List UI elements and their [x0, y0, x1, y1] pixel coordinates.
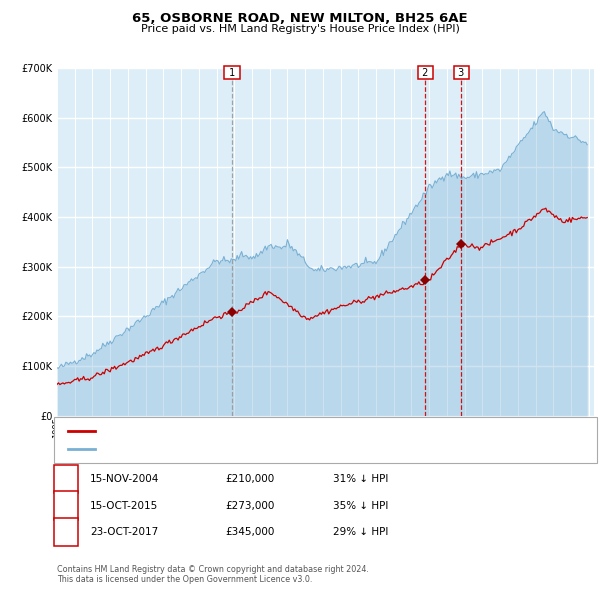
Text: 3: 3	[455, 68, 467, 78]
Text: 15-OCT-2015: 15-OCT-2015	[90, 501, 158, 510]
Text: Contains HM Land Registry data © Crown copyright and database right 2024.
This d: Contains HM Land Registry data © Crown c…	[57, 565, 369, 584]
Text: 1: 1	[62, 474, 70, 484]
Text: 35% ↓ HPI: 35% ↓ HPI	[333, 501, 388, 510]
Text: 3: 3	[62, 527, 70, 537]
Text: 2: 2	[62, 501, 70, 510]
Text: £210,000: £210,000	[225, 474, 274, 484]
Text: HPI: Average price, detached house, New Forest: HPI: Average price, detached house, New …	[101, 445, 329, 454]
Text: £273,000: £273,000	[225, 501, 274, 510]
Text: 31% ↓ HPI: 31% ↓ HPI	[333, 474, 388, 484]
Text: 2: 2	[419, 68, 431, 78]
Text: £345,000: £345,000	[225, 527, 274, 537]
Text: 29% ↓ HPI: 29% ↓ HPI	[333, 527, 388, 537]
Text: 23-OCT-2017: 23-OCT-2017	[90, 527, 158, 537]
Text: 15-NOV-2004: 15-NOV-2004	[90, 474, 160, 484]
Text: 1: 1	[226, 68, 238, 78]
Text: 65, OSBORNE ROAD, NEW MILTON, BH25 6AE (detached house): 65, OSBORNE ROAD, NEW MILTON, BH25 6AE (…	[101, 427, 401, 435]
Text: Price paid vs. HM Land Registry's House Price Index (HPI): Price paid vs. HM Land Registry's House …	[140, 24, 460, 34]
Text: 65, OSBORNE ROAD, NEW MILTON, BH25 6AE: 65, OSBORNE ROAD, NEW MILTON, BH25 6AE	[132, 12, 468, 25]
